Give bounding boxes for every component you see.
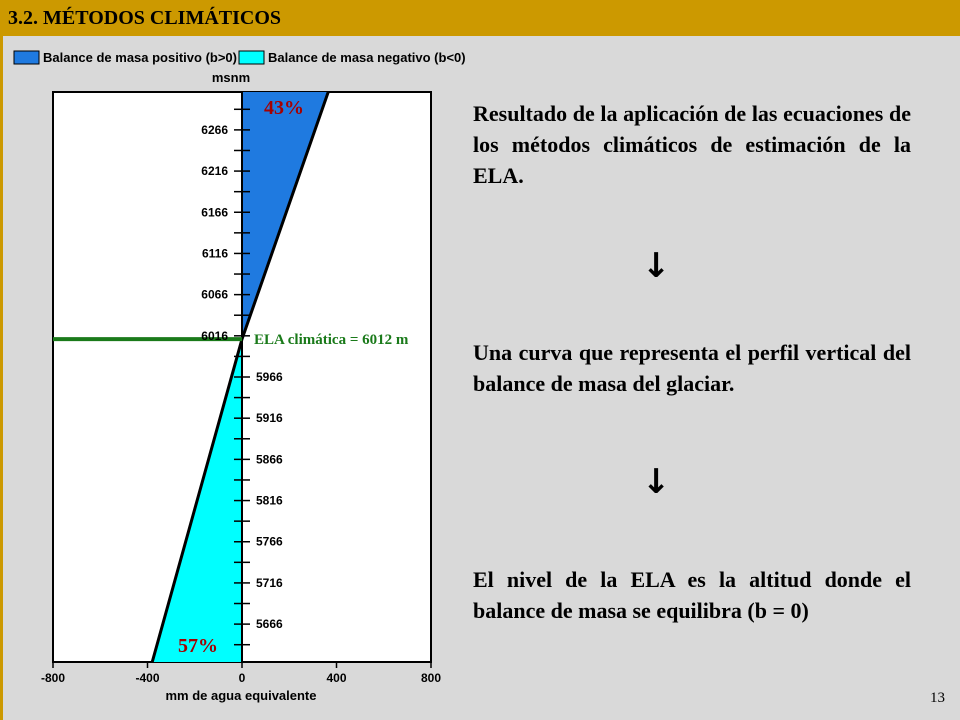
x-tick-label: -800 [41, 671, 65, 685]
legend-label-positive: Balance de masa positivo (b>0) [43, 50, 237, 65]
negative-percentage-label: 57% [178, 635, 218, 657]
paragraph-curve: Una curva que representa el perfil verti… [473, 340, 911, 396]
page-number: 13 [930, 690, 945, 706]
x-tick-label: -400 [135, 671, 159, 685]
y-tick-label: 5666 [256, 617, 283, 631]
y-tick-label: 6166 [201, 205, 228, 219]
y-tick-label: 5716 [256, 576, 283, 590]
x-tick-label: 0 [239, 671, 246, 685]
ela-label: ELA climática = 6012 m [254, 332, 409, 348]
x-tick-label: 400 [326, 671, 346, 685]
y-tick-label: 6216 [201, 164, 228, 178]
x-axis-label: mm de agua equivalente [166, 688, 317, 703]
y-tick-label: 6116 [202, 246, 228, 260]
y-tick-label: 6066 [201, 288, 228, 302]
left-accent-strip [0, 36, 3, 720]
title-bar: 3.2. MÉTODOS CLIMÁTICOS [0, 0, 960, 36]
y-tick-label: 6266 [201, 123, 228, 137]
page-title: 3.2. MÉTODOS CLIMÁTICOS [8, 7, 282, 29]
y-tick-label: 6016 [201, 329, 228, 343]
x-tick-label: 800 [421, 671, 441, 685]
arrow-down-icon: ↓ [641, 246, 671, 286]
legend-swatch-positive [13, 50, 40, 65]
paragraph-ela-level: El nivel de la ELA es la altitud donde e… [473, 567, 911, 623]
y-tick-label: 5766 [256, 535, 283, 549]
y-axis-label: msnm [212, 70, 250, 85]
y-tick-label: 5866 [256, 452, 283, 466]
legend-label-negative: Balance de masa negativo (b<0) [268, 50, 466, 65]
arrow-down-icon: ↓ [641, 462, 671, 502]
y-tick-label: 5966 [256, 370, 283, 384]
y-tick-label: 5916 [256, 411, 283, 425]
mass-balance-chart: Balance de masa positivo (b>0) Balance d… [13, 50, 466, 703]
positive-percentage-label: 43% [264, 97, 304, 119]
y-tick-label: 5816 [256, 494, 283, 508]
paragraph-result: Resultado de la aplicación de las ecuaci… [473, 101, 911, 188]
legend-swatch-negative [238, 50, 265, 65]
